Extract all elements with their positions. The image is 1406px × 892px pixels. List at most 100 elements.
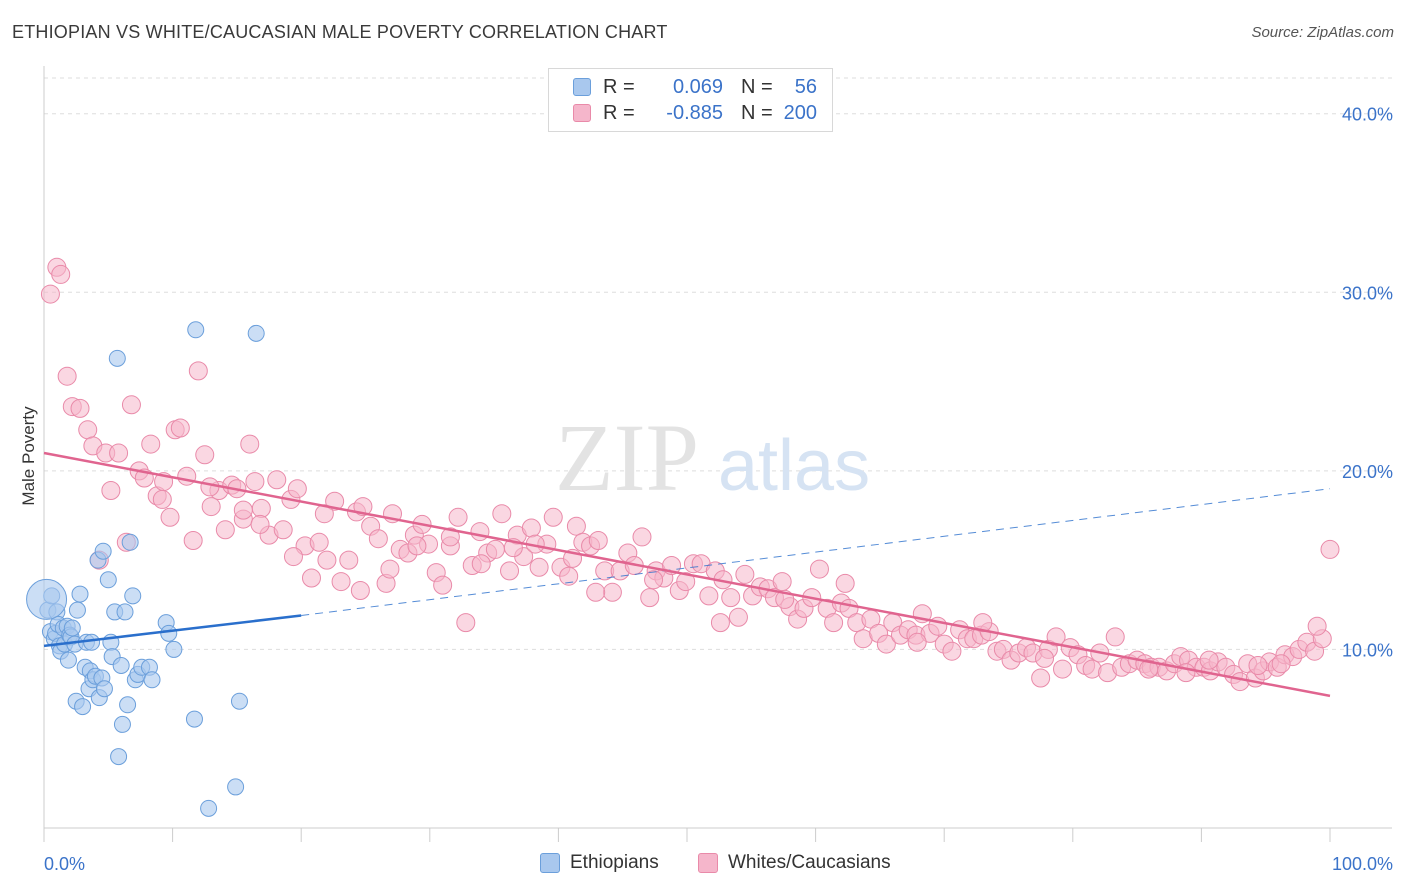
whites-point [440, 527, 460, 547]
ethiopians-point [121, 533, 139, 551]
whites-point [368, 529, 388, 549]
whites-point [141, 434, 161, 454]
whites-point [586, 582, 606, 602]
whites-point [521, 518, 541, 538]
ethiopians-point [185, 710, 203, 728]
trend-lines [43, 451, 1331, 698]
legend-swatch-blue [573, 78, 591, 96]
ethiopians-point [247, 324, 265, 342]
bottom-legend-ethiopians: Ethiopians [540, 852, 659, 874]
axes [43, 66, 1392, 842]
series-whites-caucasians [40, 257, 1340, 692]
whites-point [735, 564, 755, 584]
whites-point [1031, 668, 1051, 688]
x-tick-label: 0.0% [44, 854, 85, 874]
whites-point [240, 434, 260, 454]
y-axis-label: Male Poverty [19, 406, 38, 506]
legend-row-ethiopians: R = 0.069 N = 56 [573, 74, 817, 100]
ethiopians-point [59, 651, 77, 669]
whites-point [283, 547, 303, 567]
whites-point [1046, 627, 1066, 647]
whites-point [644, 570, 664, 590]
correlation-legend: R = 0.069 N = 56 R = -0.885 N = 200 [548, 68, 833, 132]
whites-point [602, 582, 622, 602]
whites-point [1230, 672, 1250, 692]
whites-point [728, 607, 748, 627]
whites-point [177, 466, 197, 486]
watermark-atlas: atlas [718, 426, 870, 506]
whites-point [1105, 627, 1125, 647]
whites-point [380, 559, 400, 579]
whites-point [710, 613, 730, 633]
whites-point [559, 566, 579, 586]
legend-r-label: R = [603, 101, 635, 124]
whites-point [250, 514, 270, 534]
ethiopians-point [71, 585, 89, 603]
ethiopians-point [83, 633, 101, 651]
ethiopians-point [160, 624, 178, 642]
whites-point [339, 550, 359, 570]
bottom-legend-swatch-blue [540, 853, 560, 873]
whites-point [699, 586, 719, 606]
x-tick-labels: 0.0% 100.0% [44, 854, 1393, 874]
ethiopians-point [112, 657, 130, 674]
whites-point [245, 472, 265, 492]
ethiopians-point [143, 671, 161, 689]
whites-point [200, 477, 220, 497]
whites-point [588, 531, 608, 550]
y-tick-label: 10.0% [1342, 640, 1393, 660]
ethiopians-point [68, 601, 86, 619]
whites-point [301, 568, 321, 588]
chart-title: ETHIOPIAN VS WHITE/CAUCASIAN MALE POVERT… [12, 22, 668, 42]
whites-point [170, 418, 190, 438]
whites-point [566, 516, 586, 536]
x-tick-label: 100.0% [1332, 854, 1393, 874]
whites-point [721, 588, 741, 608]
whites-point [188, 361, 208, 381]
watermark-zip: ZIP [555, 404, 699, 511]
ethiopians-point [113, 715, 131, 733]
whites-point [78, 420, 98, 440]
legend-n-label: N = [741, 101, 773, 124]
whites-point [267, 470, 287, 490]
whites-point [353, 497, 373, 517]
whites-point [1307, 616, 1327, 636]
ethiopians-point [99, 571, 117, 589]
whites-point [51, 264, 71, 284]
whites-point [1053, 659, 1073, 679]
whites-point [632, 527, 652, 547]
ethiopians-point [110, 748, 128, 766]
whites-point [500, 561, 520, 581]
whites-point [287, 479, 307, 499]
source-label: Source: ZipAtlas.com [1251, 24, 1394, 41]
whites-point [40, 284, 60, 304]
whites-point [201, 497, 221, 517]
legend-r-label: R = [603, 75, 635, 98]
whites-point [325, 491, 345, 511]
bottom-legend-label: Whites/Caucasians [728, 852, 891, 873]
bottom-legend-whites: Whites/Caucasians [698, 852, 891, 874]
whites-point [824, 613, 844, 633]
whites-point [640, 588, 660, 608]
ethiopians-point [95, 680, 113, 698]
whites-trend-line [43, 451, 1331, 698]
whites-point [152, 489, 172, 509]
ethiopians-point [230, 692, 248, 710]
whites-point [485, 539, 505, 559]
ethiopians-point [94, 542, 112, 560]
y-tick-label: 30.0% [1342, 283, 1393, 303]
whites-point [543, 507, 563, 527]
whites-point [317, 550, 337, 570]
whites-point [160, 507, 180, 527]
whites-point [470, 522, 490, 542]
ethiopians-point [116, 603, 134, 621]
whites-point [121, 395, 141, 415]
ethiopians-point [74, 698, 92, 716]
whites-point [309, 532, 329, 552]
ethiopians-point [124, 587, 142, 605]
whites-point [942, 641, 962, 661]
whites-point [876, 634, 896, 654]
whites-point [907, 632, 927, 652]
legend-swatch-pink [573, 104, 591, 122]
